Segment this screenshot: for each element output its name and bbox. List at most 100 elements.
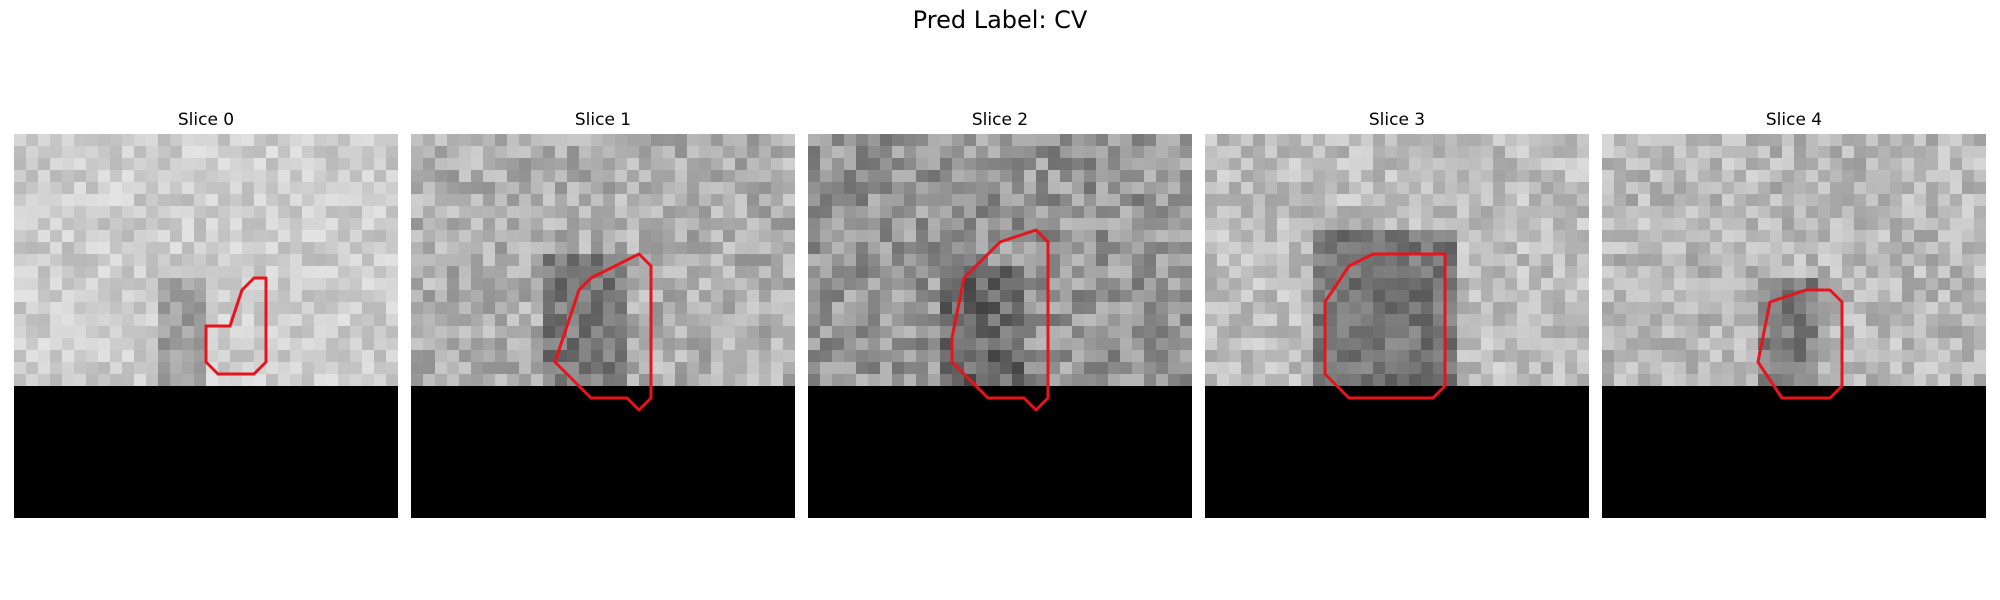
pixel: [892, 254, 905, 267]
pixel: [14, 230, 27, 243]
pixel: [555, 170, 568, 183]
pixel: [1144, 242, 1157, 255]
pixel: [1024, 158, 1037, 171]
pixel: [964, 170, 977, 183]
pixel: [1626, 362, 1639, 375]
pixel: [1072, 218, 1085, 231]
pixel: [759, 254, 772, 267]
pixel: [350, 338, 363, 351]
pixel: [14, 146, 27, 159]
pixel: [38, 338, 51, 351]
pixel: [74, 218, 87, 231]
pixel: [1373, 362, 1386, 375]
pixel: [62, 218, 75, 231]
pixel: [1854, 254, 1867, 267]
pixel: [1132, 290, 1145, 303]
pixel: [1529, 314, 1542, 327]
pixel: [1349, 194, 1362, 207]
pixel: [892, 314, 905, 327]
pixel: [266, 194, 279, 207]
pixel: [62, 146, 75, 159]
pixel: [50, 158, 63, 171]
pixel: [771, 302, 784, 315]
pixel: [1794, 134, 1807, 147]
pixel: [1577, 326, 1589, 339]
pixel: [1253, 278, 1266, 291]
pixel: [1662, 338, 1675, 351]
pixel: [1926, 158, 1939, 171]
pixel: [1301, 194, 1314, 207]
pixel: [1217, 206, 1230, 219]
pixel: [1577, 278, 1589, 291]
pixel: [916, 170, 929, 183]
pixel: [1962, 230, 1975, 243]
pixel: [699, 218, 712, 231]
pixel: [1926, 206, 1939, 219]
pixel: [940, 338, 953, 351]
pixel: [110, 182, 123, 195]
pixel: [1794, 170, 1807, 183]
pixel: [615, 158, 628, 171]
pixel: [1602, 254, 1615, 267]
pixel: [615, 278, 628, 291]
pixel: [1926, 290, 1939, 303]
pixel: [1048, 326, 1061, 339]
pixel: [1493, 350, 1506, 363]
pixel: [74, 146, 87, 159]
pixel: [1084, 206, 1097, 219]
pixel: [1842, 362, 1855, 375]
pixel: [1180, 338, 1192, 351]
pixel: [663, 326, 676, 339]
pixel: [1505, 218, 1518, 231]
pixel: [134, 350, 147, 363]
pixel: [338, 266, 351, 279]
pixel: [591, 206, 604, 219]
pixel: [844, 170, 857, 183]
pixel: [1782, 146, 1795, 159]
pixel: [110, 242, 123, 255]
pixel: [194, 374, 207, 387]
pixel: [868, 242, 881, 255]
pixel: [711, 170, 724, 183]
pixel: [940, 206, 953, 219]
pixel: [639, 350, 652, 363]
pixel: [14, 278, 27, 291]
pixel: [447, 194, 460, 207]
pixel: [314, 194, 327, 207]
pixel: [86, 146, 99, 159]
pixel: [1950, 146, 1963, 159]
pixel: [1674, 158, 1687, 171]
pixel: [1553, 182, 1566, 195]
pixel: [964, 302, 977, 315]
segmentation-contour: [553, 252, 653, 412]
pixel: [459, 362, 472, 375]
pixel: [1217, 266, 1230, 279]
pixel: [146, 254, 159, 267]
pixel: [1409, 278, 1422, 291]
pixel: [1385, 254, 1398, 267]
pixel: [1758, 242, 1771, 255]
pixel: [447, 302, 460, 315]
pixel: [1433, 374, 1446, 387]
pixel: [1830, 146, 1843, 159]
pixel: [110, 302, 123, 315]
pixel: [663, 314, 676, 327]
pixel: [1000, 362, 1013, 375]
pixel: [1120, 194, 1133, 207]
pixel: [1974, 134, 1986, 147]
pixel: [603, 134, 616, 147]
pixel: [1469, 170, 1482, 183]
pixel: [1529, 374, 1542, 387]
pixel: [110, 206, 123, 219]
pixel: [675, 182, 688, 195]
pixel: [374, 218, 387, 231]
pixel: [374, 170, 387, 183]
pixel: [326, 338, 339, 351]
pixel: [1132, 266, 1145, 279]
pixel: [663, 206, 676, 219]
pixel: [1710, 374, 1723, 387]
pixel: [1337, 362, 1350, 375]
pixel: [362, 266, 375, 279]
pixel: [459, 206, 472, 219]
pixel: [531, 374, 544, 387]
